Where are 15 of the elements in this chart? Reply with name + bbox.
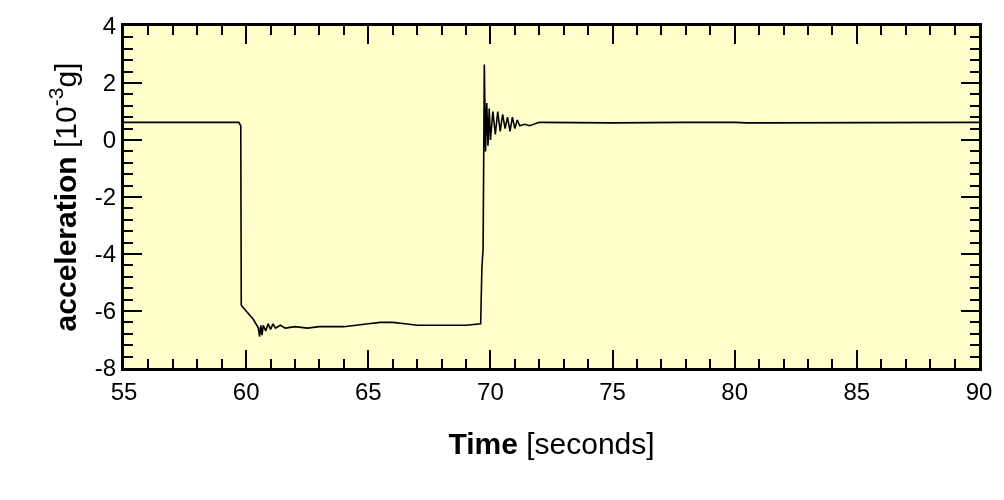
x-tick-label: 60 [232, 377, 260, 405]
y-tick-label: -6 [94, 297, 117, 325]
x-tick-label: 70 [477, 377, 504, 405]
y-tick-label: 4 [102, 12, 117, 40]
x-tick-label: 80 [721, 377, 749, 405]
y-tick-label: 0 [102, 126, 117, 154]
line-series [124, 63, 979, 338]
y-tick-label: 2 [102, 69, 117, 97]
x-tick-label: 65 [354, 377, 382, 405]
x-tick-label: 85 [843, 377, 871, 405]
x-tick-label: 90 [965, 377, 993, 405]
x-axis-title: Time [seconds] [448, 427, 655, 461]
x-tick-label: 75 [599, 377, 626, 405]
y-tick-label: -2 [94, 183, 117, 211]
y-tick-label: -4 [94, 240, 117, 268]
